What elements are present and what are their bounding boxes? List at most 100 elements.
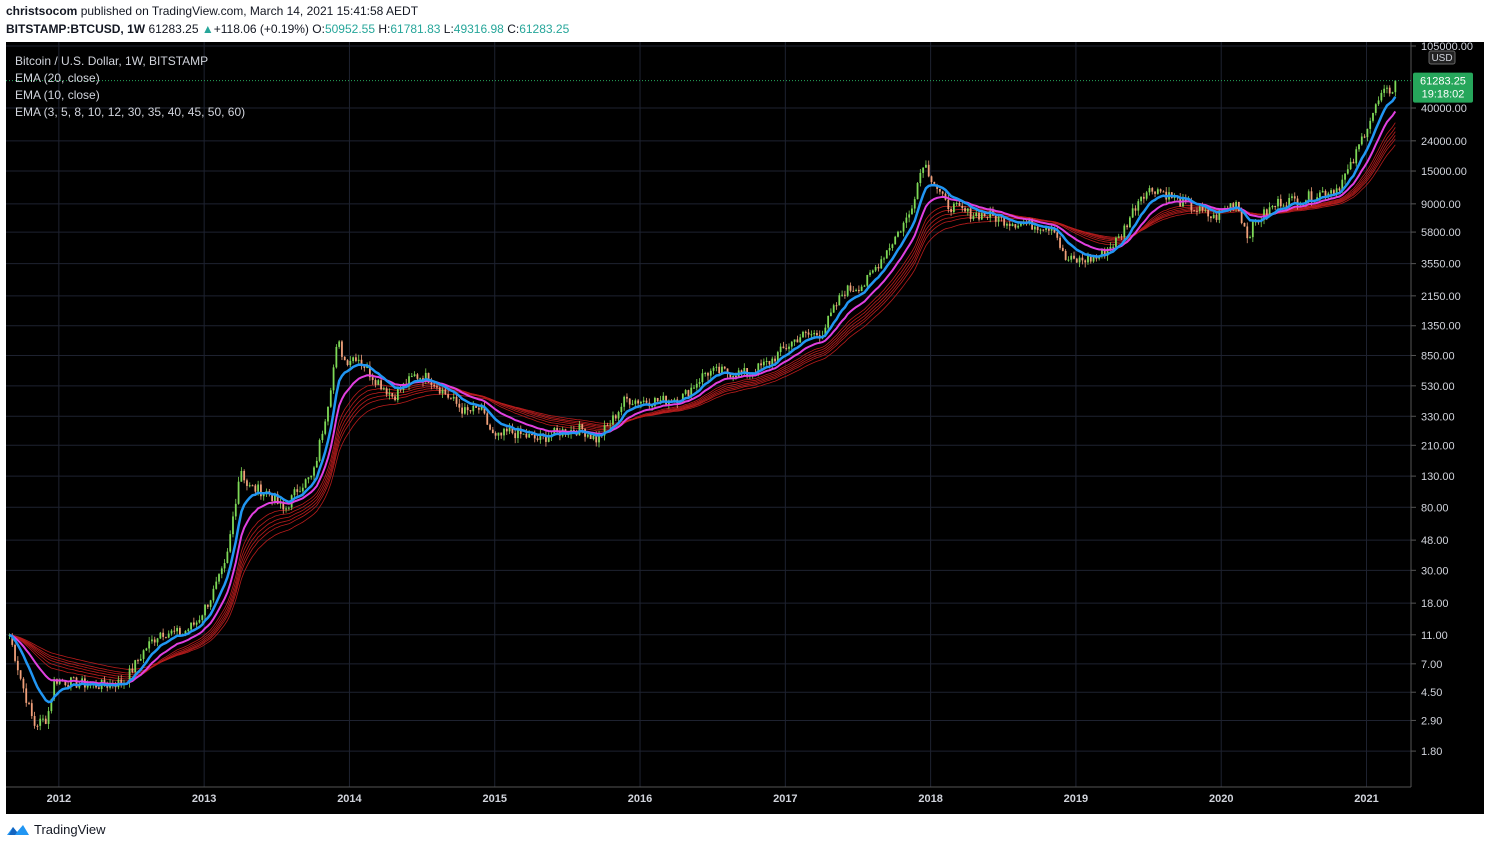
- candle-body: [469, 410, 472, 412]
- candle-body: [651, 405, 654, 407]
- candle-body: [463, 407, 466, 414]
- candle-body: [1235, 201, 1237, 208]
- candle-body: [1067, 259, 1070, 261]
- candle-body: [955, 202, 958, 204]
- ema-ribbon-line-60: [9, 144, 1396, 670]
- y-tick-label: 11.00: [1421, 630, 1448, 642]
- y-tick-label: 80.00: [1421, 502, 1449, 514]
- candle-body: [332, 367, 335, 391]
- y-tick-label: 5800.00: [1421, 227, 1461, 239]
- candle-body: [1045, 228, 1047, 230]
- candle-body: [595, 435, 598, 443]
- candle-body: [377, 380, 380, 385]
- candle-body: [232, 516, 234, 535]
- candle-body: [785, 348, 788, 350]
- candle-body: [396, 388, 399, 401]
- candle-body: [525, 433, 528, 438]
- candle-body: [72, 677, 75, 679]
- candle-body: [1346, 169, 1349, 174]
- candle-body: [964, 208, 966, 212]
- candle-body: [1251, 221, 1254, 238]
- candle-body: [718, 366, 721, 374]
- candle-body: [508, 427, 511, 432]
- candle-body: [1140, 196, 1142, 202]
- candle-body: [545, 435, 547, 442]
- candle-body: [1008, 223, 1011, 227]
- candle-body: [1291, 196, 1293, 198]
- legend-ema-10[interactable]: EMA (10, close): [15, 88, 100, 102]
- candle-body: [173, 630, 176, 632]
- candle-body: [891, 244, 894, 248]
- candle-body: [1084, 260, 1087, 263]
- ema-20-line: [9, 110, 1397, 686]
- candle-body: [349, 361, 352, 366]
- candle-body: [1277, 198, 1279, 207]
- candle-body: [933, 181, 936, 185]
- candle-body: [522, 433, 525, 435]
- price-chart[interactable]: 105000.00 40000.00 24000.00 15000.00 9000.00…: [6, 42, 1484, 814]
- candle-body: [237, 481, 240, 504]
- candle-body: [86, 685, 89, 688]
- candle-body: [1115, 237, 1117, 247]
- candle-body: [1059, 237, 1061, 248]
- candle-body: [167, 633, 170, 638]
- candle-body: [1369, 120, 1372, 129]
- candle-body: [975, 212, 978, 216]
- candle-body: [254, 485, 257, 492]
- y-tick-label: 18.00: [1421, 598, 1449, 610]
- candle-body: [1335, 188, 1338, 194]
- candle-body: [64, 681, 67, 686]
- candle-body: [1271, 206, 1274, 208]
- candle-body: [477, 407, 480, 410]
- candle-body: [586, 434, 589, 437]
- candle-body: [67, 685, 70, 688]
- y-tick-label: 105000.00: [1421, 42, 1473, 53]
- candle-body: [824, 327, 827, 336]
- author-name[interactable]: christsocom: [6, 4, 78, 18]
- legend-ema-ribbon[interactable]: EMA (3, 5, 8, 10, 12, 30, 35, 40, 45, 50…: [15, 105, 246, 119]
- candle-body: [874, 267, 877, 271]
- candle-body: [475, 405, 477, 408]
- candle-body: [1366, 128, 1369, 138]
- candle-body: [1123, 225, 1126, 238]
- candle-body: [299, 491, 301, 493]
- candle-body: [1120, 236, 1123, 238]
- close-label: C:: [507, 22, 520, 36]
- candle-body: [732, 375, 735, 378]
- candle-body: [885, 250, 888, 259]
- candle-body: [807, 332, 810, 335]
- chart-area[interactable]: 105000.00 40000.00 24000.00 15000.00 9000.00…: [6, 42, 1484, 814]
- candle-body: [905, 217, 908, 223]
- candle-body: [1134, 208, 1137, 211]
- currency-tag[interactable]: [1428, 50, 1456, 65]
- candle-body: [1288, 197, 1291, 207]
- candle-body: [1243, 223, 1246, 227]
- footer-brand[interactable]: TradingView: [6, 822, 106, 837]
- candle-body: [623, 396, 626, 407]
- candle-body: [187, 629, 190, 632]
- high-label: H:: [378, 22, 391, 36]
- candle-body: [799, 337, 802, 343]
- candle-body: [447, 394, 450, 398]
- candle-body: [153, 639, 156, 643]
- candle-body: [838, 295, 841, 306]
- candle-body: [771, 358, 774, 365]
- candle-body: [489, 424, 491, 430]
- candle-body: [802, 331, 804, 338]
- candle-body: [251, 485, 254, 487]
- legend-ema-20[interactable]: EMA (20, close): [15, 71, 100, 85]
- candle-body: [30, 703, 33, 717]
- candle-body: [631, 403, 634, 405]
- candle-body: [782, 346, 785, 349]
- candle-body: [318, 440, 321, 461]
- y-tick-label: 2150.00: [1421, 291, 1461, 303]
- candle-body: [19, 670, 22, 679]
- candle-body: [1087, 255, 1089, 263]
- candle-body: [192, 622, 195, 625]
- candle-body: [419, 378, 422, 380]
- candle-body: [1374, 104, 1377, 113]
- x-tick-label: 2013: [192, 793, 216, 805]
- candle-body: [1352, 161, 1355, 164]
- candle-body: [1145, 192, 1148, 199]
- y-tick-label: 48.00: [1421, 535, 1449, 547]
